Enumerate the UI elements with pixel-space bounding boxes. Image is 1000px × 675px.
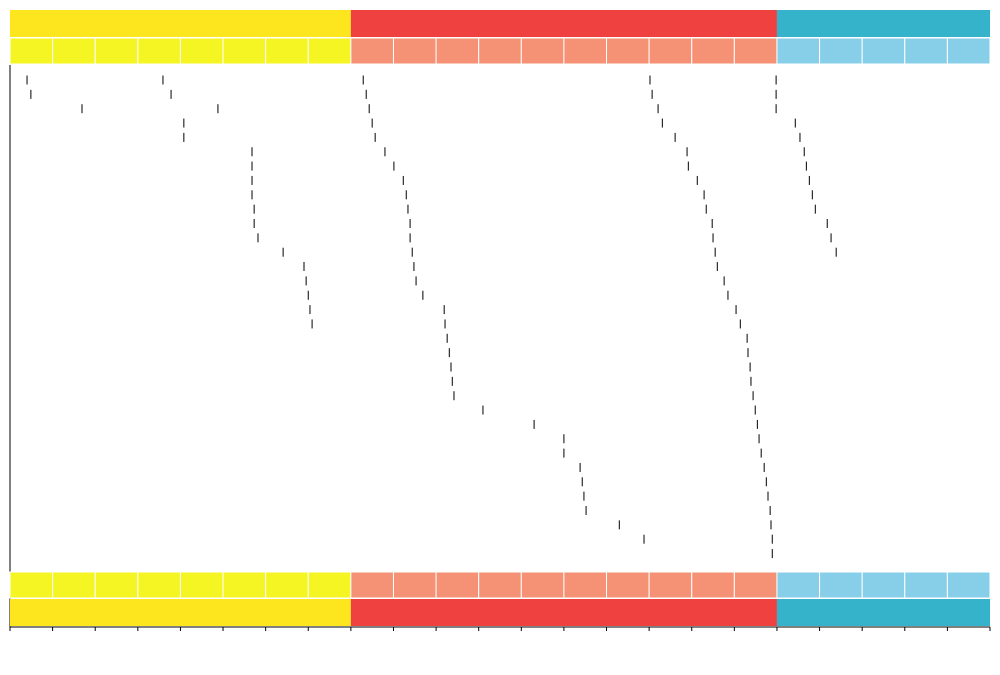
column-cell-bottom xyxy=(733,571,778,599)
column-cell-bottom xyxy=(350,571,394,599)
column-cell-top xyxy=(52,37,96,65)
column-cell-top xyxy=(648,37,693,65)
column-cell-bottom xyxy=(861,571,906,599)
column-cell-top xyxy=(946,37,991,65)
column-cell-top xyxy=(137,37,181,65)
column-cell-bottom xyxy=(435,571,480,599)
column-cell-bottom xyxy=(819,571,863,599)
column-cell-bottom xyxy=(94,571,139,599)
column-cell-bottom xyxy=(606,571,650,599)
column-cell-top xyxy=(222,37,267,65)
column-cell-top xyxy=(776,37,821,65)
column-cell-top xyxy=(691,37,735,65)
column-cell-bottom xyxy=(9,571,54,599)
column-cell-top xyxy=(563,37,608,65)
column-cell-bottom xyxy=(691,571,735,599)
column-cell-bottom xyxy=(946,571,991,599)
column-cell-top xyxy=(904,37,948,65)
column-cell-top xyxy=(392,37,437,65)
column-cell-bottom xyxy=(648,571,693,599)
column-cell-top xyxy=(520,37,565,65)
column-cell-top xyxy=(350,37,394,65)
column-cell-top xyxy=(179,37,224,65)
column-cell-top xyxy=(733,37,778,65)
column-cell-bottom xyxy=(776,571,821,599)
column-cell-bottom xyxy=(307,571,352,599)
column-cell-bottom xyxy=(563,571,608,599)
column-cell-bottom xyxy=(904,571,948,599)
column-cell-top xyxy=(9,37,54,65)
column-cell-top xyxy=(435,37,480,65)
column-cell-top xyxy=(307,37,352,65)
group-band-top xyxy=(776,10,990,37)
column-cell-top xyxy=(861,37,906,65)
column-cell-bottom xyxy=(137,571,181,599)
column-cell-bottom xyxy=(222,571,267,599)
group-band-bottom xyxy=(350,599,777,626)
column-cell-bottom xyxy=(52,571,96,599)
group-band-top xyxy=(10,10,351,37)
column-cell-top xyxy=(478,37,522,65)
column-cell-bottom xyxy=(392,571,437,599)
column-cell-bottom xyxy=(520,571,565,599)
column-cell-bottom xyxy=(478,571,522,599)
column-cell-top xyxy=(606,37,650,65)
column-cell-bottom xyxy=(179,571,224,599)
group-band-bottom xyxy=(776,599,990,626)
column-cell-bottom xyxy=(265,571,309,599)
group-band-top xyxy=(350,10,777,37)
column-cell-top xyxy=(819,37,863,65)
column-cell-top xyxy=(94,37,139,65)
group-band-bottom xyxy=(10,599,351,626)
column-cell-top xyxy=(265,37,309,65)
